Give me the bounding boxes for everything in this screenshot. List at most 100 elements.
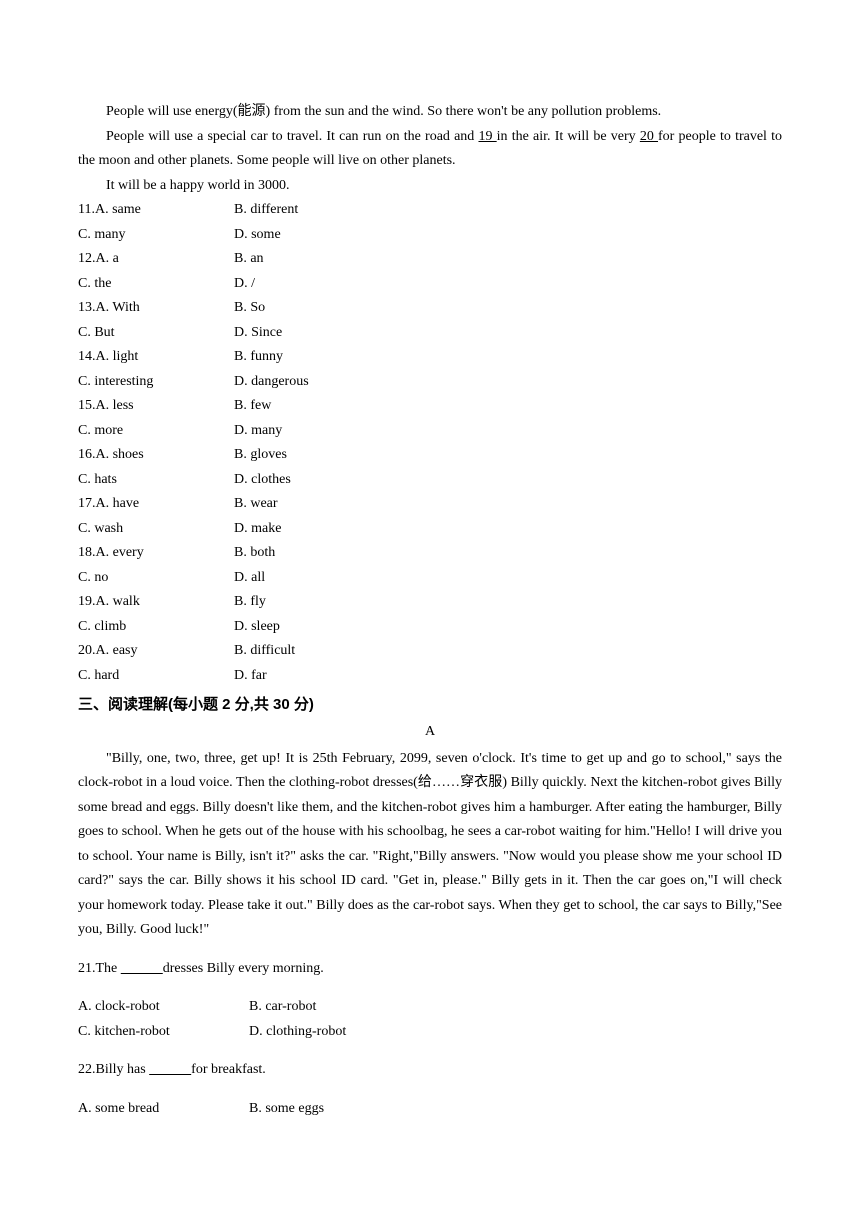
q21-stem-b: dresses Billy every morning. — [163, 961, 324, 976]
q22-b: B. some eggs — [249, 1097, 420, 1122]
table-row: 19.A. walk B. fly — [78, 590, 390, 615]
q13-c: C. But — [78, 321, 234, 346]
q21-d: D. clothing-robot — [249, 1020, 470, 1045]
q16-a: A. shoes — [96, 447, 144, 462]
q16-num: 16. — [78, 447, 96, 462]
q21-options: A. clock-robot B. car-robot C. kitchen-r… — [78, 995, 470, 1044]
q18-c: C. no — [78, 566, 234, 591]
q22-stem-b: for breakfast. — [191, 1062, 266, 1077]
q22-a: A. some bread — [78, 1097, 249, 1122]
passage2: "Billy, one, two, three, get up! It is 2… — [78, 747, 782, 943]
q15-num: 15. — [78, 398, 96, 413]
q16-d: D. clothes — [234, 468, 390, 493]
q14-d: D. dangerous — [234, 370, 390, 395]
q17-a: A. have — [96, 496, 140, 511]
table-row: 15.A. less B. few — [78, 394, 390, 419]
q12-a: A. a — [96, 251, 119, 266]
passage1-p3: It will be a happy world in 3000. — [78, 174, 782, 199]
q15-d: D. many — [234, 419, 390, 444]
table-row: 14.A. lightB. funny — [78, 345, 390, 370]
passage1-p1: People will use energy(能源) from the sun … — [78, 100, 782, 125]
table-row: C. moreD. many — [78, 419, 390, 444]
table-row: C. climbD. sleep — [78, 615, 390, 640]
blank-20: 20 — [640, 129, 658, 144]
q14-a: A. light — [96, 349, 139, 364]
q19-c: C. climb — [78, 615, 234, 640]
q11-a: A. same — [95, 202, 141, 217]
table-row: C. noD. all — [78, 566, 390, 591]
p2-text-a: People will use a special car to travel.… — [106, 129, 478, 144]
q19-num: 19. — [78, 594, 96, 609]
q20-num: 20. — [78, 643, 96, 658]
table-row: A. some bread B. some eggs — [78, 1097, 420, 1122]
table-row: A. clock-robot B. car-robot — [78, 995, 470, 1020]
q18-a: A. every — [96, 545, 144, 560]
q15-c: C. more — [78, 419, 234, 444]
q12-d: D. / — [234, 272, 390, 297]
q15-a: A. less — [96, 398, 134, 413]
table-row: 18.A. every B. both — [78, 541, 390, 566]
q18-d: D. all — [234, 566, 390, 591]
q20-c: C. hard — [78, 664, 234, 689]
q13-num: 13. — [78, 300, 96, 315]
q15-b: B. few — [234, 394, 390, 419]
table-row: 11.A. same B. different — [78, 198, 390, 223]
q14-b: B. funny — [234, 345, 390, 370]
table-row: C. interestingD. dangerous — [78, 370, 390, 395]
table-row: 17.A. have B. wear — [78, 492, 390, 517]
p2-text-b: in the air. It will be very — [497, 129, 640, 144]
q12-b: B. an — [234, 247, 390, 272]
q21-b: B. car-robot — [249, 995, 470, 1020]
q11-c: C. many — [78, 223, 234, 248]
blank-19: 19 — [478, 129, 496, 144]
q21-stem-a: 21.The — [78, 961, 121, 976]
q13-b: B. So — [234, 296, 390, 321]
q12-c: C. the — [78, 272, 234, 297]
q19-d: D. sleep — [234, 615, 390, 640]
q21-a: A. clock-robot — [78, 995, 249, 1020]
q17-d: D. make — [234, 517, 390, 542]
table-row: C. hatsD. clothes — [78, 468, 390, 493]
cloze-options-table: 11.A. same B. different C. manyD. some 12… — [78, 198, 390, 688]
q19-a: A. walk — [96, 594, 140, 609]
q21-c: C. kitchen-robot — [78, 1020, 249, 1045]
table-row: C. ButD. Since — [78, 321, 390, 346]
q19-b: B. fly — [234, 590, 390, 615]
table-row: C. manyD. some — [78, 223, 390, 248]
table-row: C. kitchen-robot D. clothing-robot — [78, 1020, 470, 1045]
document-page: People will use energy(能源) from the sun … — [0, 0, 860, 1181]
q12-num: 12. — [78, 251, 96, 266]
q13-a: A. With — [96, 300, 140, 315]
table-row: 13.A. With B. So — [78, 296, 390, 321]
q20-b: B. difficult — [234, 639, 390, 664]
q21-blank — [121, 961, 163, 976]
table-row: C. theD. / — [78, 272, 390, 297]
q21-stem: 21.The dresses Billy every morning. — [78, 957, 782, 982]
passage-a-label: A — [78, 720, 782, 745]
q11-num: 11. — [78, 202, 95, 217]
table-row: 16.A. shoes B. gloves — [78, 443, 390, 468]
section-3-heading: 三、阅读理解(每小题 2 分,共 30 分) — [78, 692, 782, 718]
q22-stem: 22.Billy has for breakfast. — [78, 1058, 782, 1083]
q18-b: B. both — [234, 541, 390, 566]
q14-c: C. interesting — [78, 370, 234, 395]
q22-stem-a: 22.Billy has — [78, 1062, 149, 1077]
table-row: 20.A. easy B. difficult — [78, 639, 390, 664]
q11-d: D. some — [234, 223, 390, 248]
q22-blank — [149, 1062, 191, 1077]
table-row: C. hardD. far — [78, 664, 390, 689]
passage1-p2: People will use a special car to travel.… — [78, 125, 782, 174]
q22-options: A. some bread B. some eggs — [78, 1097, 420, 1122]
table-row: C. washD. make — [78, 517, 390, 542]
q20-a: A. easy — [96, 643, 138, 658]
q16-c: C. hats — [78, 468, 234, 493]
q17-num: 17. — [78, 496, 96, 511]
q11-b: B. different — [234, 198, 390, 223]
q18-num: 18. — [78, 545, 96, 560]
q16-b: B. gloves — [234, 443, 390, 468]
q17-b: B. wear — [234, 492, 390, 517]
table-row: 12.A. a B. an — [78, 247, 390, 272]
q13-d: D. Since — [234, 321, 390, 346]
q20-d: D. far — [234, 664, 390, 689]
q17-c: C. wash — [78, 517, 234, 542]
